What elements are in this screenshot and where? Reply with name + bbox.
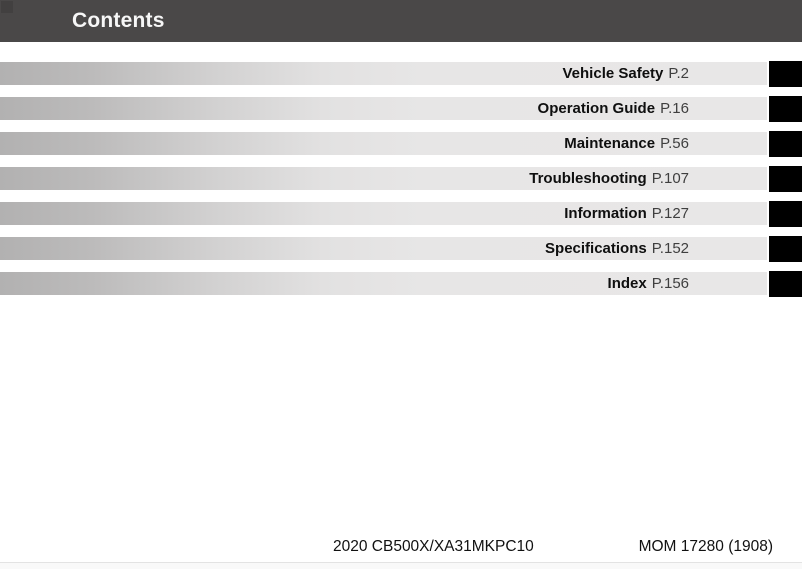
chapter-edge-tab xyxy=(769,271,802,297)
toc-label: Index xyxy=(607,275,647,292)
toc-bar: Maintenance P.56 xyxy=(0,132,767,155)
toc-label: Information xyxy=(564,205,647,222)
toc-bar: Operation Guide P.16 xyxy=(0,97,767,120)
toc-label: Troubleshooting xyxy=(529,170,647,187)
chapter-edge-tab xyxy=(769,96,802,122)
toc-bar: Vehicle Safety P.2 xyxy=(0,62,767,85)
toc-row-maintenance[interactable]: Maintenance P.56 xyxy=(0,131,802,157)
toc-page-ref: P.16 xyxy=(660,100,689,117)
footer-model-code: 2020 CB500X/XA31MKPC10 xyxy=(333,538,534,555)
toc-bar: Information P.127 xyxy=(0,202,767,225)
toc-row-information[interactable]: Information P.127 xyxy=(0,201,802,227)
toc-label: Maintenance xyxy=(564,135,656,152)
toc-page-ref: P.127 xyxy=(651,205,689,222)
chapter-edge-tab xyxy=(769,61,802,87)
toc-bar: Specifications P.152 xyxy=(0,237,767,260)
toc-bar: Index P.156 xyxy=(0,272,767,295)
toc-page-ref: P.152 xyxy=(651,240,689,257)
footer-publication-code: MOM 17280 (1908) xyxy=(638,538,773,555)
toc-label: Operation Guide xyxy=(537,100,656,117)
toc-row-operation-guide[interactable]: Operation Guide P.16 xyxy=(0,96,802,122)
toc-label: Specifications xyxy=(545,240,647,257)
chapter-edge-tab xyxy=(769,131,802,157)
header-corner-mark xyxy=(1,1,13,13)
toc-row-troubleshooting[interactable]: Troubleshooting P.107 xyxy=(0,166,802,192)
toc-row-index[interactable]: Index P.156 xyxy=(0,271,802,297)
chapter-edge-tab xyxy=(769,166,802,192)
toc-label: Vehicle Safety xyxy=(562,65,664,82)
toc-page-ref: P.2 xyxy=(668,65,689,82)
page-title: Contents xyxy=(72,9,165,32)
toc-page-ref: P.156 xyxy=(651,275,689,292)
chapter-edge-tab xyxy=(769,236,802,262)
toc-page-ref: P.107 xyxy=(651,170,689,187)
toc-page-ref: P.56 xyxy=(660,135,689,152)
toc-row-vehicle-safety[interactable]: Vehicle Safety P.2 xyxy=(0,61,802,87)
page-bottom-edge xyxy=(0,562,802,569)
page-header: Contents xyxy=(0,0,802,42)
toc-bar: Troubleshooting P.107 xyxy=(0,167,767,190)
chapter-edge-tab xyxy=(769,201,802,227)
toc-row-specifications[interactable]: Specifications P.152 xyxy=(0,236,802,262)
